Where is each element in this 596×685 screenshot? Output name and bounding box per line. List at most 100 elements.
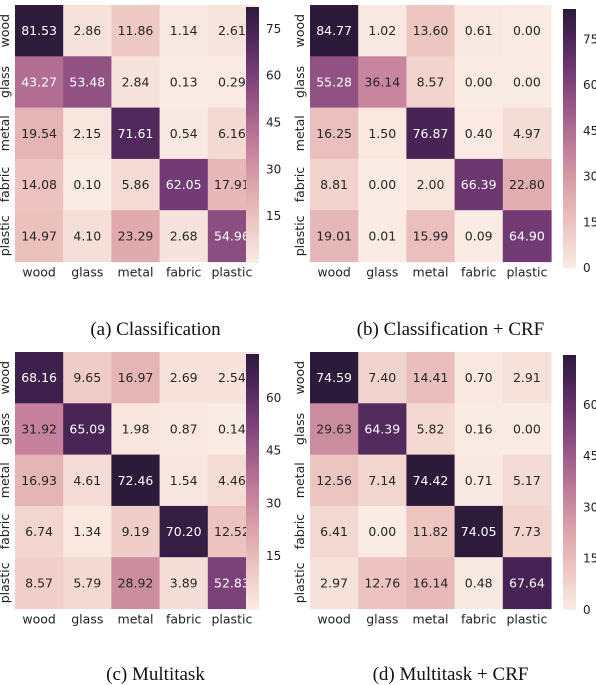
colorbar-tick-label: 45 [583,449,596,463]
heatmap-cell [358,56,407,109]
row-tick-label: wood [292,14,307,47]
cell-value-label: 19.54 [21,126,57,141]
cell-value-label: 74.05 [461,524,497,539]
cell-value-label: 74.59 [316,370,352,385]
heatmap-cell [358,158,407,211]
cell-value-label: 8.81 [320,177,348,192]
heatmap-cell [502,505,552,558]
cell-value-label: 1.02 [368,23,396,38]
cell-value-label: 14.08 [21,177,57,192]
heatmap-cell [502,210,552,263]
cell-value-label: 76.87 [413,126,449,141]
heatmap-cell [454,454,504,507]
heatmap-cell [63,557,112,610]
heatmap-cell [63,107,112,160]
heatmap-cell [310,158,359,211]
cell-value-label: 1.34 [73,524,101,539]
cell-value-label: 55.28 [316,74,352,89]
row-tick-label: plastic [0,215,12,256]
cell-value-label: 64.39 [364,421,400,436]
col-tick-label: fabric [166,612,202,627]
heatmap-cell [63,5,112,57]
row-tick-label: glass [0,66,12,98]
cell-value-label: 16.14 [413,575,449,590]
heatmap-cell [310,454,359,507]
cell-value-label: 70.20 [166,524,202,539]
colorbar [563,9,576,268]
heatmap-cell [406,403,456,456]
col-tick-label: metal [118,265,154,280]
cell-value-label: 0.00 [368,177,396,192]
colorbar-tick-label: 30 [266,496,281,510]
cell-value-label: 8.57 [417,74,445,89]
heatmap-cell [159,403,209,456]
cell-value-label: 64.90 [509,228,545,243]
cell-value-label: 8.57 [25,575,53,590]
cell-value-label: 16.25 [316,126,352,141]
col-tick-label: metal [413,612,449,627]
col-tick-label: plastic [211,612,252,627]
cell-value-label: 6.41 [320,524,348,539]
cell-value-label: 0.00 [465,74,493,89]
cell-value-label: 4.97 [513,126,541,141]
heatmap-cell [406,107,456,160]
row-tick-label: wood [292,361,307,394]
heatmap-cell [310,5,359,57]
colorbar-tick-label: 45 [266,116,281,130]
heatmap-cell [310,56,359,109]
cell-value-label: 52.83 [214,575,250,590]
heatmap-cell [111,557,161,610]
colorbar-tick-label: 60 [266,69,281,83]
heatmap-cell [159,454,209,507]
col-tick-label: fabric [461,612,497,627]
cell-value-label: 1.54 [170,473,198,488]
colorbar-tick-label: 30 [583,500,596,514]
heatmap-cell [502,403,552,456]
row-tick-label: fabric [0,167,12,203]
heatmap-cell [358,352,407,404]
cell-value-label: 3.89 [170,575,198,590]
heatmap-cell [63,505,112,558]
cell-value-label: 0.40 [465,126,493,141]
cell-value-label: 84.77 [316,23,352,38]
heatmap-panel: 68.16 9.65 16.97 2.69 2.54 31.92 65.09 1.98 0.87… [0,352,281,685]
heatmap-cell [310,403,359,456]
heatmap-cell [15,505,64,558]
heatmap-cell [310,352,359,404]
cell-value-label: 0.00 [513,74,541,89]
heatmap-cell [406,557,456,610]
cell-value-label: 11.82 [413,524,449,539]
row-tick-label: glass [292,413,307,445]
row-tick-label: wood [0,14,12,47]
colorbar-tick-label: 0 [583,261,591,275]
heatmap-cell [454,56,504,109]
heatmap-cell [111,210,161,263]
row-tick-label: glass [0,413,12,445]
heatmap-cell [111,56,161,109]
cell-value-label: 2.68 [170,228,198,243]
heatmap-cell [63,403,112,456]
heatmap-cell [159,5,209,57]
col-tick-label: fabric [461,265,497,280]
heatmap-panel: 84.77 1.02 13.60 0.61 0.00 55.28 36.14 8.57 0.00… [292,5,596,340]
heatmap-cell [406,56,456,109]
cell-value-label: 0.09 [465,228,493,243]
cell-value-label: 9.65 [73,370,101,385]
heatmap-cell [310,107,359,160]
heatmap-cell [159,557,209,610]
heatmap-cell [63,210,112,263]
cell-value-label: 4.10 [73,228,101,243]
cell-value-label: 72.46 [118,473,154,488]
heatmap-cell [63,158,112,211]
heatmap-cell [15,352,64,404]
cell-value-label: 0.29 [218,74,246,89]
cell-value-label: 53.48 [69,74,105,89]
heatmap-cell [159,107,209,160]
heatmap-cell [454,210,504,263]
heatmap-cell [111,454,161,507]
colorbar-tick-label: 15 [266,209,281,223]
cell-value-label: 23.29 [118,228,154,243]
cell-value-label: 7.73 [513,524,541,539]
colorbar-tick-label: 45 [583,124,596,138]
cell-value-label: 14.97 [21,228,57,243]
